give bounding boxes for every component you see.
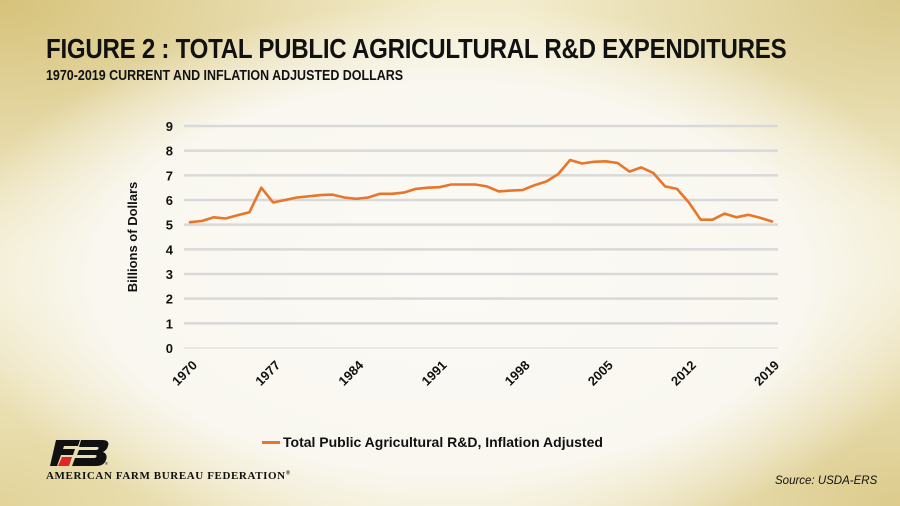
x-tick-label: 1991 — [418, 358, 449, 389]
x-tick-label: 1984 — [335, 357, 367, 389]
y-axis-ticks: 0 1 2 3 4 5 6 7 8 9 — [166, 119, 174, 356]
x-tick-label: 2005 — [585, 358, 616, 389]
organization-name: AMERICAN FARM BUREAU FEDERATION® — [46, 470, 291, 482]
x-tick-label: 1998 — [502, 358, 533, 389]
registered-mark: ® — [285, 470, 291, 477]
y-tick-label: 2 — [166, 292, 173, 307]
chart-subtitle: 1970-2019 CURRENT AND INFLATION ADJUSTED… — [46, 68, 404, 84]
x-tick-label: 1977 — [252, 358, 283, 389]
x-tick-label: 2012 — [668, 358, 699, 389]
line-chart: 0 1 2 3 4 5 6 7 8 9 1970 1977 1984 1991 1998 2005 2012 2… — [125, 119, 782, 389]
gridlines — [184, 124, 778, 349]
x-tick-label: 2019 — [751, 358, 782, 389]
legend-label: Total Public Agricultural R&D, Inflation… — [283, 434, 603, 450]
y-tick-label: 8 — [166, 144, 173, 159]
y-tick-label: 5 — [166, 218, 173, 233]
series-line-0 — [188, 158, 774, 224]
y-tick-label: 9 — [166, 119, 173, 134]
y-axis-label: Billions of Dollars — [125, 182, 140, 293]
chart-title: FIGURE 2 : TOTAL PUBLIC AGRICULTURAL R&D… — [46, 33, 787, 64]
y-tick-label: 0 — [166, 341, 173, 356]
legend-swatch — [262, 440, 280, 444]
x-axis-ticks: 1970 1977 1984 1991 1998 2005 2012 2019 — [169, 357, 782, 389]
y-tick-label: 1 — [166, 316, 173, 331]
svg-text:®: ® — [105, 461, 108, 466]
y-tick-label: 7 — [166, 168, 173, 183]
y-tick-label: 4 — [166, 242, 174, 257]
series-group — [188, 158, 774, 224]
y-tick-label: 6 — [166, 193, 173, 208]
source-note: Source: USDA-ERS — [775, 475, 878, 487]
x-tick-label: 1970 — [169, 358, 200, 389]
legend: Total Public Agricultural R&D, Inflation… — [262, 434, 603, 450]
organization-text: AMERICAN FARM BUREAU FEDERATION — [46, 470, 286, 482]
afbf-fb-logo-icon: ® — [50, 440, 109, 466]
y-tick-label: 3 — [166, 267, 173, 282]
